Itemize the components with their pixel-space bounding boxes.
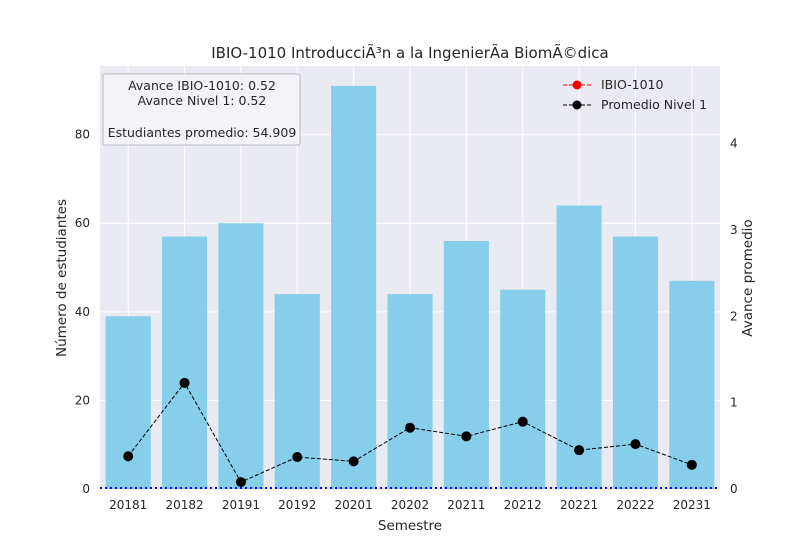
legend-ibio-marker bbox=[572, 80, 582, 90]
annotation-line-3: Estudiantes promedio: 54.909 bbox=[108, 125, 297, 140]
bar-20191 bbox=[218, 223, 264, 489]
bar-20222 bbox=[612, 236, 658, 489]
y-tick-label: 80 bbox=[75, 128, 90, 142]
y2-tick-label: 4 bbox=[730, 137, 738, 151]
bar-20211 bbox=[443, 240, 489, 489]
y-tick-label: 0 bbox=[82, 482, 90, 496]
legend-avg-marker bbox=[572, 100, 582, 110]
avg-point-20201 bbox=[348, 456, 359, 467]
x-tick-label: 20202 bbox=[391, 498, 429, 512]
x-tick-label: 20221 bbox=[560, 498, 598, 512]
x-tick-label: 20181 bbox=[109, 498, 147, 512]
x-tick-label: 20182 bbox=[165, 498, 203, 512]
x-tick-label: 20191 bbox=[222, 498, 260, 512]
avg-point-20182 bbox=[179, 377, 190, 388]
bar-20201 bbox=[331, 85, 377, 489]
legend-ibio-label: IBIO-1010 bbox=[601, 77, 664, 92]
annotation-line-2: Avance Nivel 1: 0.52 bbox=[138, 93, 267, 108]
bar-20212 bbox=[500, 289, 546, 489]
y-axis-ticks: 0 20 40 60 80 bbox=[75, 128, 90, 496]
avg-point-20221 bbox=[574, 445, 585, 456]
avg-point-20222 bbox=[630, 439, 641, 450]
y-tick-label: 40 bbox=[75, 305, 90, 319]
x-tick-label: 20222 bbox=[616, 498, 654, 512]
bar-20231 bbox=[669, 280, 715, 489]
y2-tick-label: 3 bbox=[730, 223, 738, 237]
avg-point-20211 bbox=[461, 431, 472, 442]
y-tick-label: 60 bbox=[75, 216, 90, 230]
chart-title: IBIO-1010 IntroducciÃ³n a la IngenierÃ­a… bbox=[211, 43, 608, 62]
avg-point-20192 bbox=[292, 452, 303, 463]
x-tick-label: 20211 bbox=[447, 498, 485, 512]
avg-point-20181 bbox=[123, 451, 134, 462]
bar-20221 bbox=[556, 205, 602, 489]
legend-avg-label: Promedio Nivel 1 bbox=[601, 97, 707, 112]
y2-tick-label: 2 bbox=[730, 309, 738, 323]
average-line bbox=[123, 377, 697, 488]
x-tick-label: 20212 bbox=[504, 498, 542, 512]
bar-20182 bbox=[162, 236, 208, 489]
avg-point-20212 bbox=[517, 416, 528, 427]
y2-axis-label: Avance promedio bbox=[740, 219, 756, 336]
bars bbox=[105, 85, 715, 489]
avg-point-20191 bbox=[235, 477, 246, 488]
bar-20202 bbox=[387, 294, 433, 489]
annotation-box-frame bbox=[102, 73, 301, 146]
x-axis-ticks: 20181 20182 20191 20192 20201 20202 20211 20212… bbox=[109, 498, 711, 512]
y2-tick-label: 0 bbox=[730, 482, 738, 496]
y-axis-label: Número de estudiantes bbox=[54, 199, 70, 357]
y2-axis-ticks: 0 1 2 3 4 bbox=[730, 137, 738, 496]
avg-point-20202 bbox=[405, 422, 415, 433]
annotation-box: Avance IBIO-1010: 0.52 Avance Nivel 1: 0… bbox=[102, 73, 301, 146]
x-tick-label: 20231 bbox=[673, 498, 711, 512]
x-tick-label: 20201 bbox=[335, 498, 373, 512]
x-axis-label: Semestre bbox=[378, 518, 442, 534]
avg-point-20231 bbox=[686, 459, 697, 470]
annotation-line-1: Avance IBIO-1010: 0.52 bbox=[128, 78, 276, 93]
y-tick-label: 20 bbox=[75, 393, 90, 407]
y2-tick-label: 1 bbox=[730, 396, 738, 410]
x-tick-label: 20192 bbox=[278, 498, 316, 512]
bar-20181 bbox=[105, 316, 151, 489]
legend: IBIO-1010 Promedio Nivel 1 bbox=[563, 77, 707, 112]
